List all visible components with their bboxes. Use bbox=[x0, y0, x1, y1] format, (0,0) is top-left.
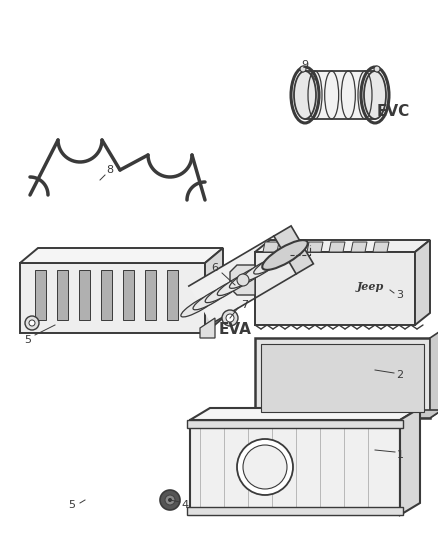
Polygon shape bbox=[189, 236, 296, 324]
Polygon shape bbox=[351, 242, 367, 252]
Polygon shape bbox=[415, 240, 430, 325]
Ellipse shape bbox=[294, 71, 316, 119]
Circle shape bbox=[226, 314, 234, 322]
Text: 6: 6 bbox=[212, 263, 219, 273]
Text: 4: 4 bbox=[181, 500, 189, 510]
Polygon shape bbox=[190, 408, 420, 420]
Circle shape bbox=[160, 490, 180, 510]
Bar bbox=[35, 270, 46, 320]
Circle shape bbox=[165, 495, 175, 505]
Bar bbox=[187, 420, 403, 428]
Polygon shape bbox=[230, 265, 255, 295]
Text: EVC: EVC bbox=[376, 104, 410, 119]
Polygon shape bbox=[205, 248, 223, 333]
Bar bbox=[101, 270, 112, 320]
Polygon shape bbox=[430, 330, 438, 418]
Polygon shape bbox=[190, 420, 400, 515]
Polygon shape bbox=[255, 240, 430, 252]
Polygon shape bbox=[200, 318, 215, 338]
Text: Jeep: Jeep bbox=[357, 281, 384, 293]
Ellipse shape bbox=[181, 293, 219, 317]
Bar bbox=[145, 270, 156, 320]
Ellipse shape bbox=[254, 250, 292, 274]
Polygon shape bbox=[373, 242, 389, 252]
Bar bbox=[187, 507, 403, 515]
Text: 2: 2 bbox=[396, 370, 403, 380]
Polygon shape bbox=[329, 242, 345, 252]
Bar bbox=[79, 270, 90, 320]
Ellipse shape bbox=[364, 71, 386, 119]
Ellipse shape bbox=[230, 264, 268, 288]
Polygon shape bbox=[20, 263, 205, 333]
Ellipse shape bbox=[217, 272, 255, 295]
Polygon shape bbox=[255, 252, 415, 325]
Circle shape bbox=[222, 310, 238, 326]
Circle shape bbox=[25, 316, 39, 330]
Polygon shape bbox=[285, 242, 301, 252]
Circle shape bbox=[243, 445, 287, 489]
Bar bbox=[167, 270, 178, 320]
Circle shape bbox=[374, 66, 380, 72]
Polygon shape bbox=[274, 226, 314, 274]
Text: 5: 5 bbox=[68, 500, 75, 510]
Ellipse shape bbox=[193, 286, 231, 310]
Bar bbox=[123, 270, 134, 320]
Polygon shape bbox=[263, 242, 279, 252]
Ellipse shape bbox=[266, 243, 304, 267]
Bar bbox=[261, 344, 424, 412]
Ellipse shape bbox=[262, 240, 308, 270]
Text: 3: 3 bbox=[396, 290, 403, 300]
Polygon shape bbox=[307, 242, 323, 252]
Bar bbox=[255, 338, 430, 418]
Text: EVA: EVA bbox=[219, 322, 251, 337]
Ellipse shape bbox=[242, 257, 280, 281]
Polygon shape bbox=[300, 71, 380, 119]
Text: 5: 5 bbox=[25, 335, 32, 345]
Circle shape bbox=[168, 498, 172, 502]
Polygon shape bbox=[400, 408, 420, 515]
Bar bbox=[57, 270, 68, 320]
Polygon shape bbox=[20, 248, 223, 263]
Circle shape bbox=[29, 320, 35, 326]
Text: 7: 7 bbox=[241, 300, 248, 310]
Circle shape bbox=[237, 274, 249, 286]
Text: 8: 8 bbox=[106, 165, 113, 175]
Circle shape bbox=[300, 66, 306, 72]
Circle shape bbox=[237, 439, 293, 495]
Polygon shape bbox=[255, 410, 438, 418]
Ellipse shape bbox=[205, 279, 244, 303]
Text: 9: 9 bbox=[301, 60, 308, 70]
Text: 1: 1 bbox=[396, 450, 403, 460]
